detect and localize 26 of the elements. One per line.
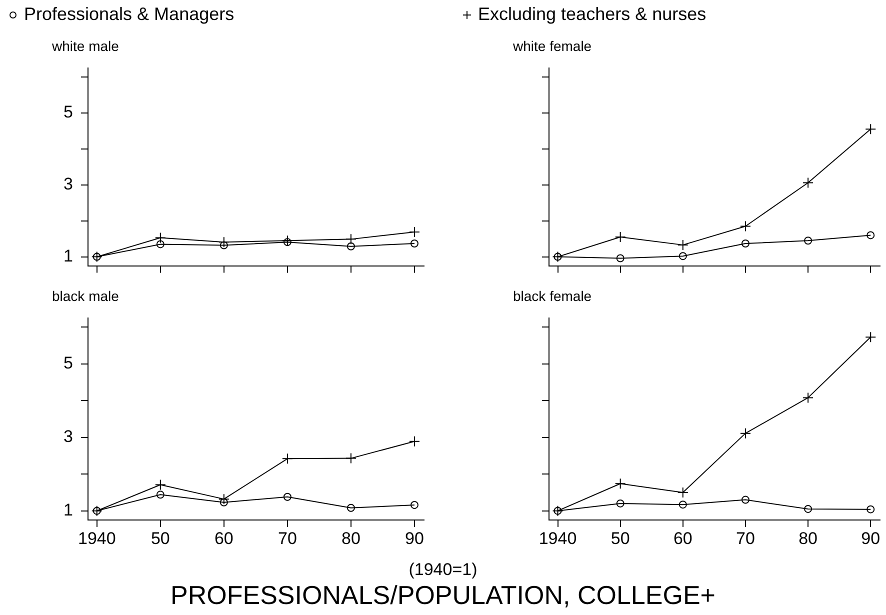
y-tick-label: 5 — [64, 102, 73, 122]
x-tick-label: 70 — [736, 528, 755, 548]
y-tick-label: 3 — [64, 174, 73, 194]
chart-title: black male — [52, 288, 119, 304]
x-tick-label: 80 — [798, 528, 818, 548]
x-tick-label: 50 — [610, 528, 630, 548]
x-tick-label: 90 — [861, 528, 880, 548]
x-tick-label: 70 — [278, 528, 297, 548]
chart-title: white male — [52, 38, 119, 54]
legend-label: Excluding teachers & nurses — [478, 4, 706, 25]
legend-label: Professionals & Managers — [24, 4, 234, 25]
text: (1940=1) — [408, 560, 478, 580]
y-tick-label: 3 — [64, 427, 73, 446]
x-tick-label: 50 — [150, 528, 170, 548]
y-tick-label: 1 — [64, 500, 73, 520]
text: PROFESSIONALS/POPULATION, COLLEGE+ — [170, 580, 716, 611]
y-tick-label: 1 — [64, 246, 73, 266]
x-tick-label: 90 — [405, 528, 424, 548]
x-tick-label: 1940 — [538, 528, 577, 548]
y-tick-label: 5 — [64, 354, 73, 373]
chart-title: black female — [513, 288, 592, 304]
x-tick-label: 1940 — [78, 528, 116, 548]
x-tick-label: 80 — [341, 528, 360, 548]
x-tick-label: 60 — [673, 528, 692, 548]
x-tick-label: 60 — [214, 528, 234, 548]
chart-title: white female — [513, 38, 592, 54]
